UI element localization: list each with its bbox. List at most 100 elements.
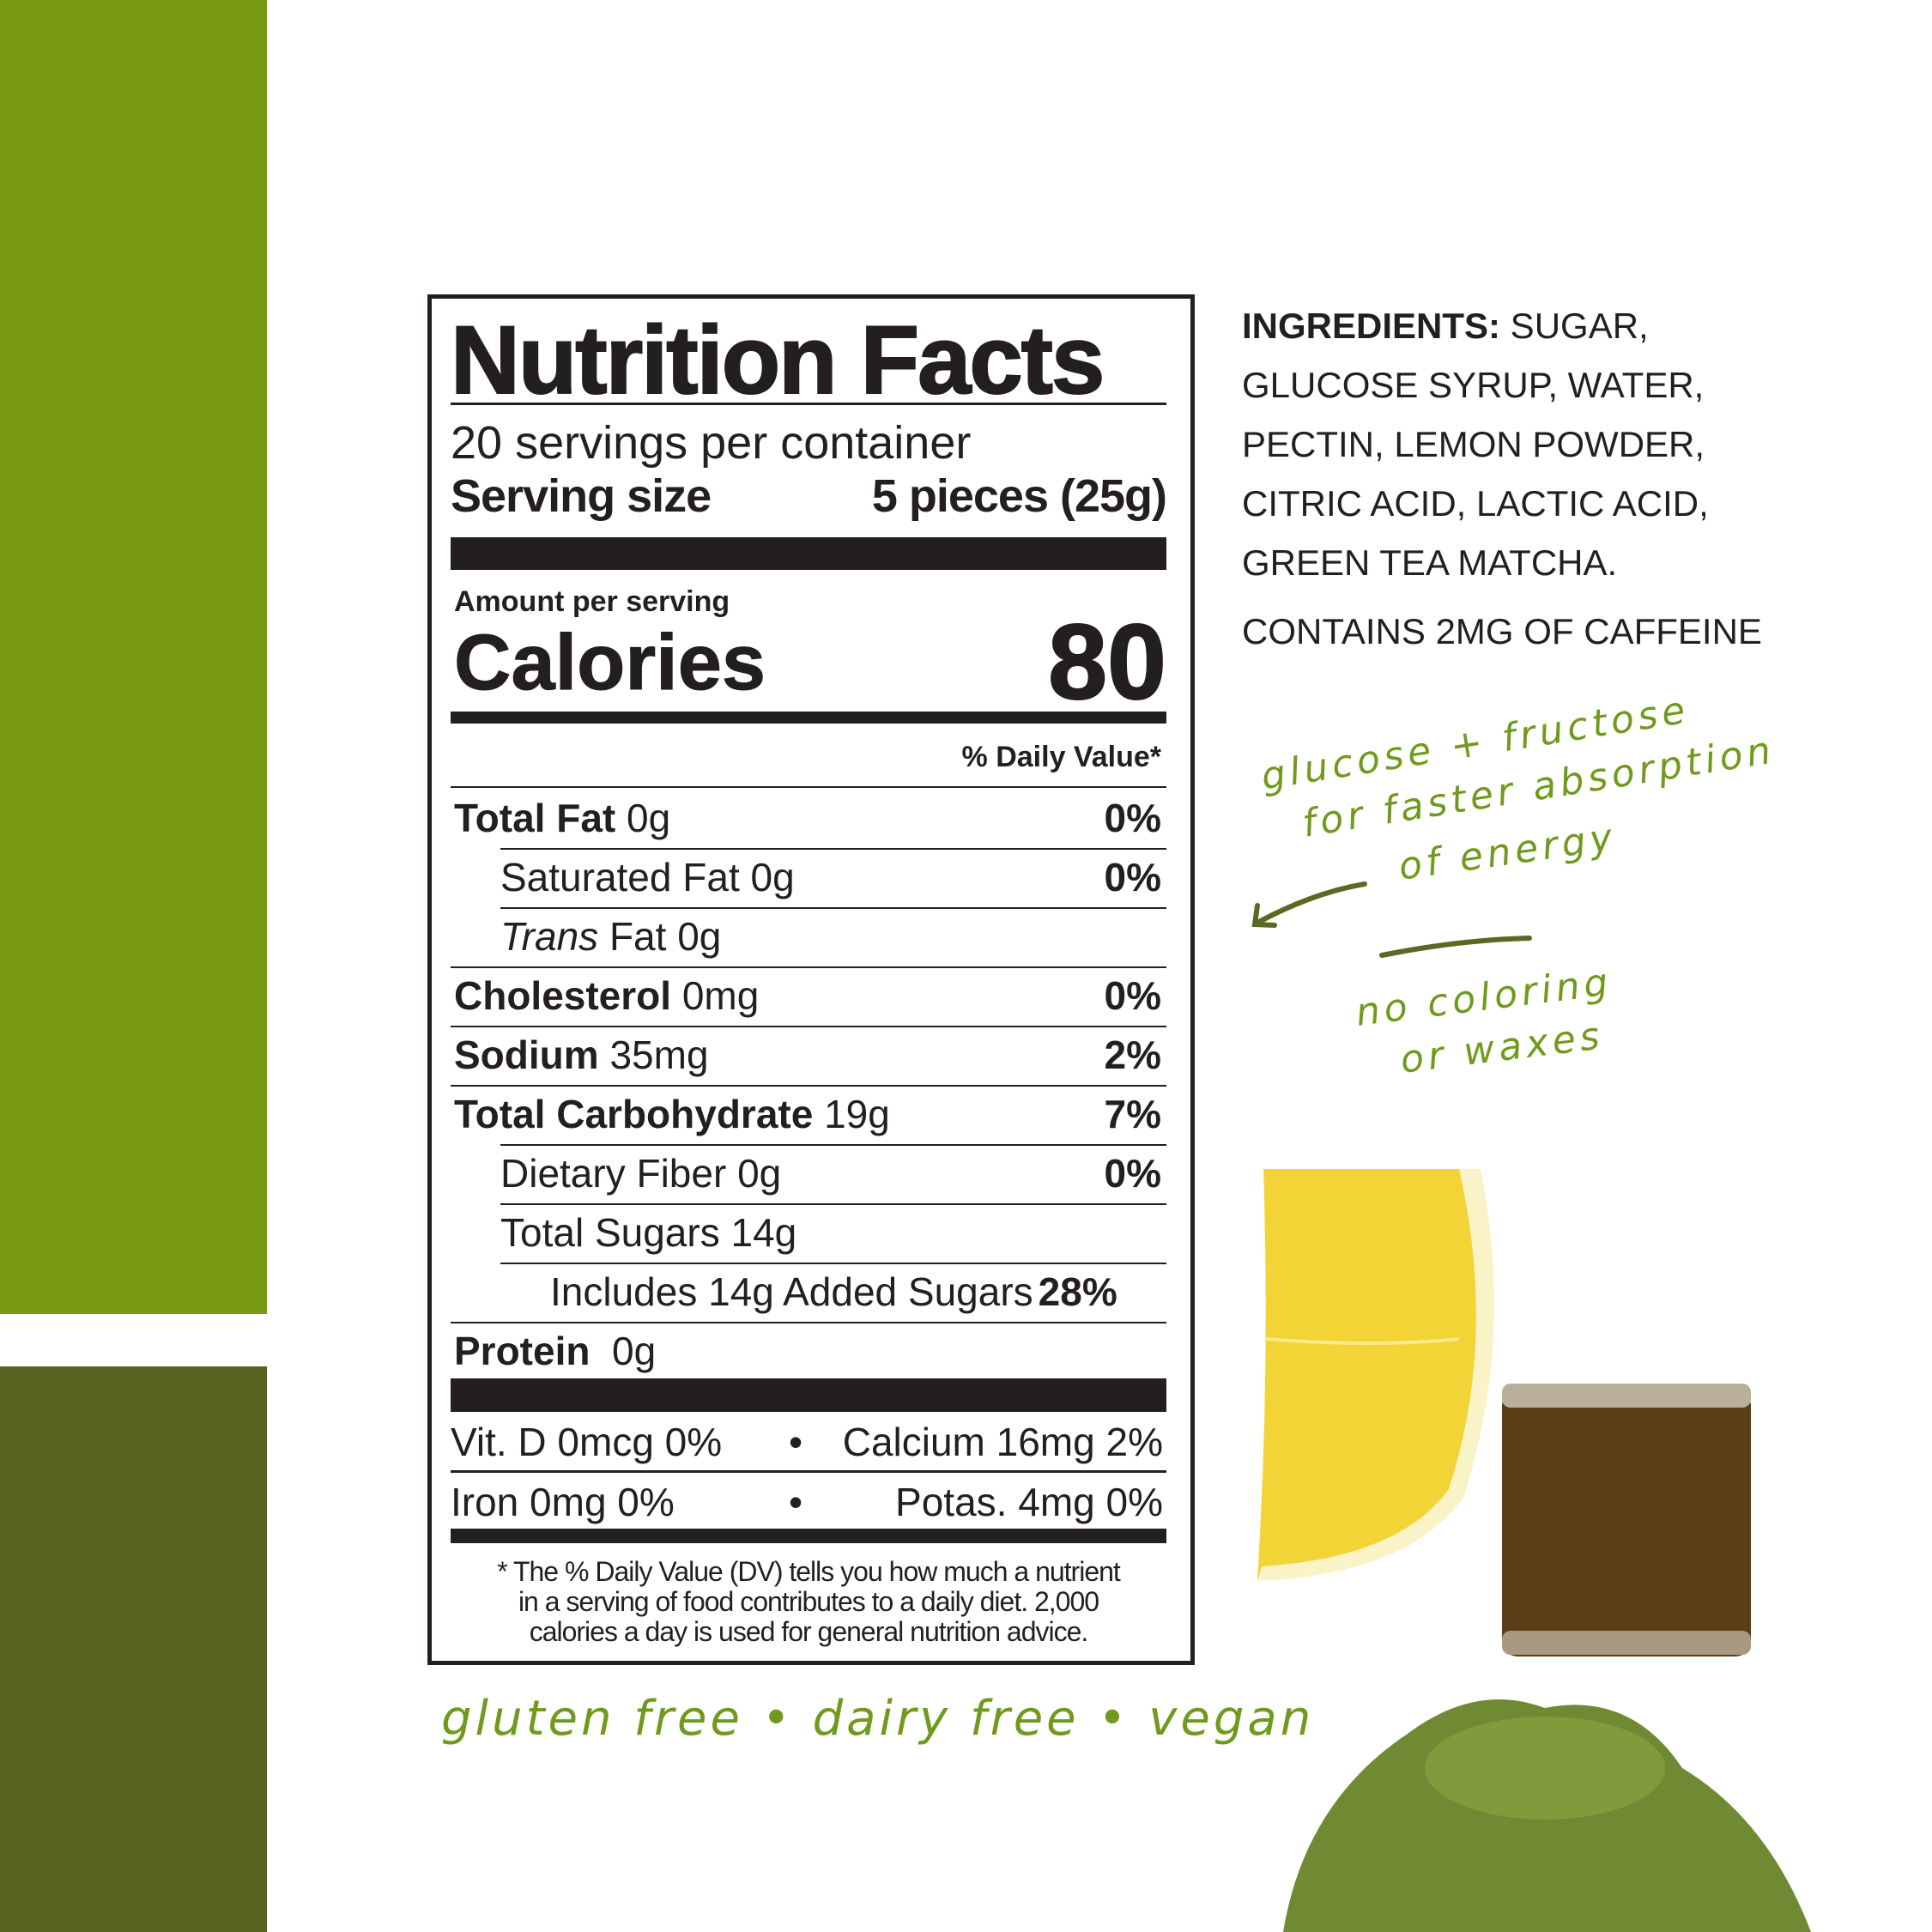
divider (500, 1203, 1166, 1205)
caffeine-note: CONTAINS 2MG OF CAFFEINE (1242, 611, 1762, 651)
ingredients-label: INGREDIENTS: (1242, 306, 1501, 346)
nutrient-row: Total Fat 0g 0% (451, 790, 1166, 846)
nutrient-label: Dietary Fiber (500, 1151, 727, 1196)
daily-value-percent: 0% (1104, 796, 1161, 840)
arrow-icon (1251, 881, 1367, 928)
medium-divider (451, 1529, 1166, 1543)
daily-value-percent: 0% (1104, 1151, 1161, 1196)
nutrient-amount: 35mg (609, 1033, 709, 1077)
nutrition-facts-label: Nutrition Facts 20 servings per containe… (427, 294, 1195, 1665)
nutrient-row: Protein 0g (451, 1323, 1166, 1379)
serving-size-row: Serving size 5 pieces (25g) (451, 470, 1167, 522)
lemon-wedge-image (1257, 1169, 1494, 1581)
divider (451, 1470, 1166, 1473)
nutrient-label: Cholesterol (454, 973, 672, 1018)
thick-divider (451, 537, 1166, 570)
divider (500, 848, 1166, 850)
nutrient-name: Sodium 35mg (451, 1029, 709, 1081)
nutrient-name: Total Sugars 14g (500, 1207, 796, 1258)
footnote-line: calories a day is used for general nutri… (529, 1616, 1089, 1647)
nutrient-amount: 0mg (681, 973, 760, 1018)
nutrient-amount: 0g (627, 796, 671, 840)
separator-stroke (1379, 936, 1532, 958)
footnote-line: in a serving of food contributes to a da… (518, 1586, 1099, 1617)
nutrient-amount: 19g (824, 1092, 890, 1136)
potassium: Potas. 4mg 0% (895, 1480, 1163, 1524)
nutrient-amount: 0g (750, 855, 795, 899)
divider (451, 403, 1166, 405)
divider (451, 1322, 1166, 1323)
gummy-image (1502, 1384, 1751, 1656)
nutrition-title: Nutrition Facts (450, 306, 1105, 414)
nutrient-label: Protein (454, 1329, 591, 1373)
nutrient-name: Dietary Fiber 0g (500, 1148, 781, 1199)
nutrient-row: Includes 14g Added Sugars 28% (451, 1263, 1166, 1320)
nutrient-row: Cholesterol 0mg 0% (451, 967, 1166, 1024)
nutrient-name: Total Fat 0g (451, 792, 670, 844)
brand-color-bar (0, 0, 267, 1314)
divider (500, 907, 1166, 909)
footnote-line: * The % Daily Value (DV) tells you how m… (497, 1556, 1121, 1587)
nutrient-label: Total Fat (454, 796, 616, 840)
footnote: * The % Daily Value (DV) tells you how m… (451, 1557, 1166, 1647)
nutrient-row: Sodium 35mg 2% (451, 1027, 1166, 1083)
nutrient-amount: 14g (730, 1210, 797, 1255)
divider (451, 786, 1166, 788)
calories-row: Calories 80 (451, 609, 1166, 717)
bullet: • (788, 1480, 803, 1524)
vitamin-d: Vit. D 0mcg 0% (451, 1420, 723, 1464)
matcha-powder-image (1283, 1699, 1811, 1932)
amount-per-serving: Amount per serving (454, 585, 730, 618)
divider (500, 1263, 1166, 1264)
dark-color-bar (0, 1366, 267, 1932)
nutrient-row: Trans Fat 0g (451, 908, 1166, 965)
divider (451, 966, 1166, 968)
daily-value-percent: 0% (1104, 855, 1161, 899)
nutrient-row: Total Carbohydrate 19g 7% (451, 1086, 1166, 1142)
bullet: • (788, 1420, 803, 1464)
nutrient-amount: 0g (612, 1329, 657, 1373)
nutrient-label: Sodium (454, 1033, 599, 1077)
nutrient-name: Total Carbohydrate 19g (451, 1088, 890, 1140)
nutrient-amount: 0g (677, 914, 722, 959)
nutrient-name: Trans Fat 0g (500, 911, 721, 962)
daily-value-percent: 28% (1038, 1269, 1117, 1314)
nutrient-amount: 0g (737, 1151, 782, 1196)
divider (500, 1144, 1166, 1146)
dietary-claims: gluten free • dairy free • vegan (441, 1691, 1315, 1747)
daily-value-percent: 2% (1104, 1033, 1161, 1077)
medium-divider (451, 712, 1166, 724)
serving-size-label: Serving size (451, 470, 712, 522)
nutrient-label: Saturated Fat (500, 855, 740, 899)
nutrient-label-suffix: Fat (609, 914, 667, 959)
thick-divider (451, 1378, 1166, 1412)
ingredients-line: PECTIN, LEMON POWDER, (1242, 424, 1705, 464)
nutrient-name: Cholesterol 0mg (451, 970, 759, 1021)
ingredients-line: GLUCOSE SYRUP, WATER, (1242, 365, 1705, 405)
nutrient-name: Protein 0g (451, 1325, 656, 1377)
daily-value-percent: 0% (1104, 973, 1161, 1018)
nutrient-name: Saturated Fat 0g (500, 851, 795, 903)
serving-size-value: 5 pieces (25g) (871, 470, 1167, 522)
nutrient-row: Total Sugars 14g (451, 1204, 1166, 1261)
nutrient-label: Total Carbohydrate (454, 1092, 814, 1136)
ingredients-line: SUGAR, (1500, 306, 1649, 346)
nutrient-name: Includes 14g Added Sugars (550, 1266, 1033, 1317)
servings-per-container: 20 servings per container (451, 417, 972, 469)
daily-value-header: % Daily Value* (961, 741, 1161, 773)
ingredients: INGREDIENTS: SUGAR, GLUCOSE SYRUP, WATER… (1242, 296, 1843, 661)
ingredients-line: CITRIC ACID, LACTIC ACID, (1242, 483, 1709, 524)
ingredients-line: GREEN TEA MATCHA. (1242, 542, 1618, 583)
mineral-row: Iron 0mg 0% • Potas. 4mg 0% (451, 1475, 1166, 1529)
divider (451, 1026, 1166, 1027)
iron: Iron 0mg 0% (451, 1480, 675, 1524)
calcium: Calcium 16mg 2% (842, 1420, 1163, 1464)
nutrient-row: Saturated Fat 0g 0% (451, 849, 1166, 905)
nutrient-label: Includes 14g Added Sugars (550, 1269, 1033, 1314)
divider (451, 1085, 1166, 1087)
daily-value-percent: 7% (1104, 1092, 1161, 1136)
nutrient-label: Total Sugars (500, 1210, 720, 1255)
nutrient-row: Dietary Fiber 0g 0% (451, 1145, 1166, 1202)
nutrient-label: Trans (500, 914, 599, 959)
